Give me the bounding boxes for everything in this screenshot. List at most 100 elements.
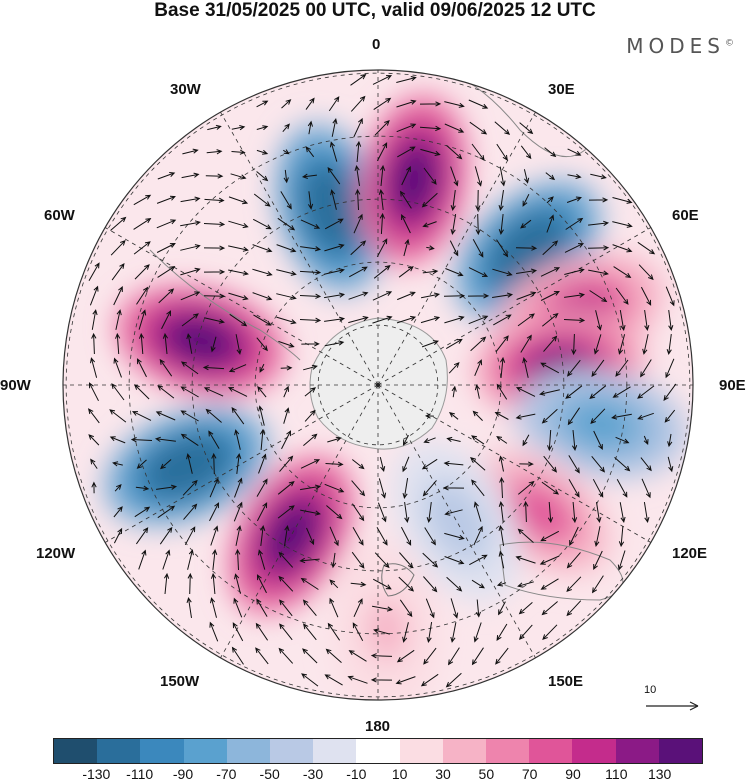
anomaly-center xyxy=(332,542,441,700)
wind-arrow xyxy=(324,674,343,686)
wind-arrow xyxy=(470,336,487,352)
wind-arrow xyxy=(471,143,485,161)
wind-arrow xyxy=(546,196,554,204)
wind-arrow xyxy=(205,408,222,423)
wind-arrow xyxy=(211,452,217,475)
wind-arrow xyxy=(259,428,266,451)
wind-arrow xyxy=(180,386,199,398)
wind-arrow xyxy=(187,549,194,570)
wind-arrow xyxy=(114,483,122,492)
wind-arrow xyxy=(276,316,297,325)
wind-arrow xyxy=(588,197,609,203)
wind-arrow xyxy=(162,549,171,570)
wind-arrow xyxy=(305,146,315,158)
wind-arrow xyxy=(516,268,538,274)
wind-arrow xyxy=(566,576,582,593)
wind-arrow xyxy=(520,145,532,160)
wind-arrow xyxy=(156,484,178,490)
wind-arrow xyxy=(423,576,438,593)
wind-arrow xyxy=(278,575,294,592)
wind-arrow xyxy=(235,525,242,546)
new-zealand-outline xyxy=(381,563,415,597)
wind-arrow xyxy=(327,436,342,443)
wind-arrow xyxy=(473,501,482,522)
wind-arrow xyxy=(443,293,466,299)
wind-arrow xyxy=(202,365,225,371)
label-lon-150w: 150W xyxy=(160,673,200,690)
wind-arrow xyxy=(571,333,577,356)
wind-arrow xyxy=(353,598,363,618)
wind-arrow xyxy=(539,389,560,396)
colorbar-tick-label: -50 xyxy=(259,766,280,782)
wind-arrow xyxy=(515,387,536,397)
anomaly-contour xyxy=(569,403,634,446)
wind-arrow xyxy=(280,365,293,371)
wind-arrow xyxy=(184,526,196,546)
wind-arrow xyxy=(327,166,341,185)
wind-arrow xyxy=(252,218,272,230)
wind-arrow xyxy=(354,164,360,186)
wind-arrow xyxy=(564,268,585,275)
wind-arrow xyxy=(231,646,244,665)
wind-arrow xyxy=(496,239,509,258)
wind-arrow xyxy=(421,340,439,348)
wind-arrow xyxy=(252,244,273,253)
wind-arrow xyxy=(377,502,387,523)
wind-arrow xyxy=(186,453,193,474)
wind-arrow xyxy=(446,145,463,160)
wind-arrow xyxy=(542,240,559,256)
wind-arrow xyxy=(522,434,530,447)
wind-arrow xyxy=(471,579,485,589)
wind-arrow xyxy=(615,287,629,305)
colorbar-swatch xyxy=(270,739,314,763)
wind-arrow xyxy=(474,166,483,187)
wind-arrow xyxy=(640,457,652,472)
wind-arrow xyxy=(540,530,560,542)
wind-arrow xyxy=(300,246,322,252)
wind-arrow xyxy=(518,602,533,615)
wind-arrow xyxy=(133,194,152,206)
wind-arrow xyxy=(515,413,536,420)
wind-arrow xyxy=(228,196,249,205)
wind-arrow xyxy=(496,581,507,587)
wind-arrow xyxy=(258,453,267,474)
wind-arrow xyxy=(302,623,317,641)
wind-arrow xyxy=(517,480,535,495)
colorbar xyxy=(53,738,703,764)
wind-arrow xyxy=(443,460,464,467)
wind-arrow xyxy=(87,408,100,424)
wind-arrow xyxy=(540,362,560,374)
wind-arrow xyxy=(450,622,457,643)
wind-arrow xyxy=(234,573,241,594)
wind-arrow xyxy=(255,622,269,641)
wind-arrow xyxy=(421,192,438,208)
wind-arrow xyxy=(475,213,481,236)
wind-arrow xyxy=(638,264,654,281)
wind-arrow xyxy=(445,672,462,688)
wind-arrow xyxy=(302,599,317,617)
wind-arrow xyxy=(426,622,433,644)
wind-arrow xyxy=(517,313,535,327)
wind-arrow xyxy=(186,333,193,354)
wind-arrow xyxy=(300,484,322,491)
wind-arrow xyxy=(183,503,198,520)
wind-arrow xyxy=(595,310,602,331)
colorbar-tick-label: 50 xyxy=(478,766,495,782)
wind-arrow xyxy=(475,189,481,212)
wind-arrow xyxy=(276,293,297,300)
wind-arrow xyxy=(495,335,509,353)
wind-arrow xyxy=(589,385,607,400)
wind-arrow xyxy=(331,118,338,137)
wind-arrow xyxy=(351,459,365,470)
wind-arrow xyxy=(347,675,368,684)
wind-arrow xyxy=(283,169,289,184)
wind-arrow xyxy=(113,357,122,378)
wind-arrow xyxy=(376,238,388,258)
wind-arrow xyxy=(448,361,460,374)
wind-arrow xyxy=(231,125,246,131)
wind-arrow xyxy=(203,221,226,227)
wind-arrow xyxy=(420,673,439,687)
wind-arrow xyxy=(471,647,484,666)
wind-arrow xyxy=(307,120,313,135)
